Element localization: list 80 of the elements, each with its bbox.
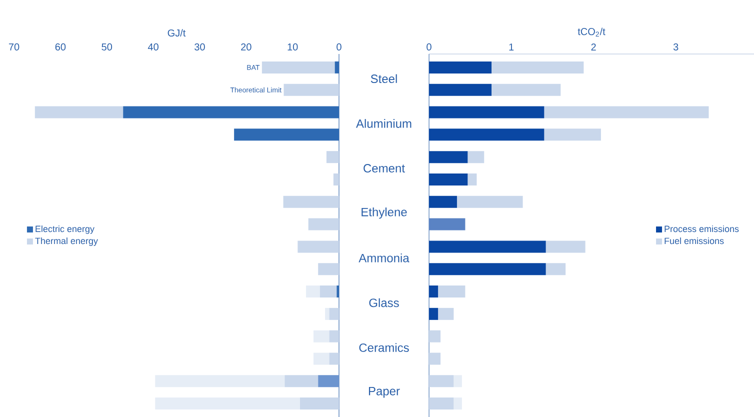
bar (334, 61, 339, 74)
legend-label: Electric energy (36, 225, 94, 234)
x-axis-title: GJ/t (168, 29, 186, 37)
legend-label: Fuel emissions (664, 237, 724, 244)
legend-label: Process emissions (664, 225, 739, 232)
bar (456, 196, 523, 208)
bar (429, 128, 544, 141)
bar (454, 398, 462, 410)
bar (492, 84, 561, 96)
bar (429, 375, 454, 388)
bar (468, 173, 477, 186)
x-tick-label: 70 (8, 43, 20, 50)
bar (308, 218, 339, 230)
bar (429, 240, 546, 253)
bar (123, 106, 339, 118)
bar (429, 330, 441, 342)
bar (492, 61, 584, 74)
bar (429, 286, 438, 298)
x-tick-label: 20 (241, 43, 252, 50)
x-tick-label: 1 (509, 44, 514, 50)
bar (429, 151, 468, 164)
y-tick-label: Glass (369, 298, 399, 308)
bar (429, 398, 454, 410)
bar (429, 106, 544, 118)
y-tick-label: Cement (364, 164, 405, 173)
bar (155, 375, 285, 388)
y-tick-label: Aluminium (356, 119, 412, 128)
x-tick-label: 3 (673, 43, 678, 50)
x-tick-label: 0 (336, 43, 342, 50)
bar (313, 330, 330, 342)
bar (329, 308, 339, 320)
bar (306, 286, 320, 298)
x-tick-label: 0 (426, 43, 432, 50)
x-tick-label: 60 (55, 43, 66, 50)
bar (284, 84, 339, 96)
bar (298, 240, 339, 253)
bar (546, 240, 586, 253)
bar (429, 196, 457, 208)
y-tick-label: Ceramics (359, 343, 409, 352)
x-tick-label: 10 (288, 43, 298, 50)
y-tick-label: Steel (370, 74, 397, 84)
bar (155, 398, 300, 410)
bar (329, 352, 339, 365)
legend-label: Thermal energy (35, 237, 98, 246)
x-tick-label: 2 (591, 43, 596, 50)
bar (454, 375, 462, 388)
bar (429, 173, 468, 186)
bar (262, 61, 335, 74)
bar (438, 308, 454, 320)
bar (320, 286, 337, 298)
y-tick-label: Ammonia (358, 254, 410, 262)
y-tick-label: Paper (368, 386, 400, 398)
bar (325, 308, 330, 320)
bar (333, 173, 339, 186)
bar (429, 308, 438, 320)
bar (429, 218, 466, 230)
bar (326, 151, 339, 164)
bar (429, 61, 492, 74)
bar (429, 352, 441, 365)
bar (429, 263, 546, 276)
bar (468, 151, 484, 164)
bar (234, 128, 339, 141)
bar (283, 196, 339, 208)
y-tick-label: Ethylene (362, 208, 407, 219)
bar (318, 263, 339, 276)
bar (318, 375, 339, 388)
bar (34, 106, 124, 118)
bar (284, 375, 318, 388)
x-axis-title: tCO$_{2}$/t (578, 28, 606, 37)
bar (546, 263, 566, 276)
bar (544, 106, 709, 118)
bar (329, 330, 339, 342)
x-tick-label: 40 (148, 43, 158, 50)
bar (300, 398, 339, 410)
bar (438, 286, 466, 298)
bar (313, 352, 330, 365)
x-tick-label: 50 (102, 43, 112, 50)
x-tick-label: 30 (194, 43, 205, 50)
bar (429, 84, 492, 96)
bar (544, 128, 601, 141)
